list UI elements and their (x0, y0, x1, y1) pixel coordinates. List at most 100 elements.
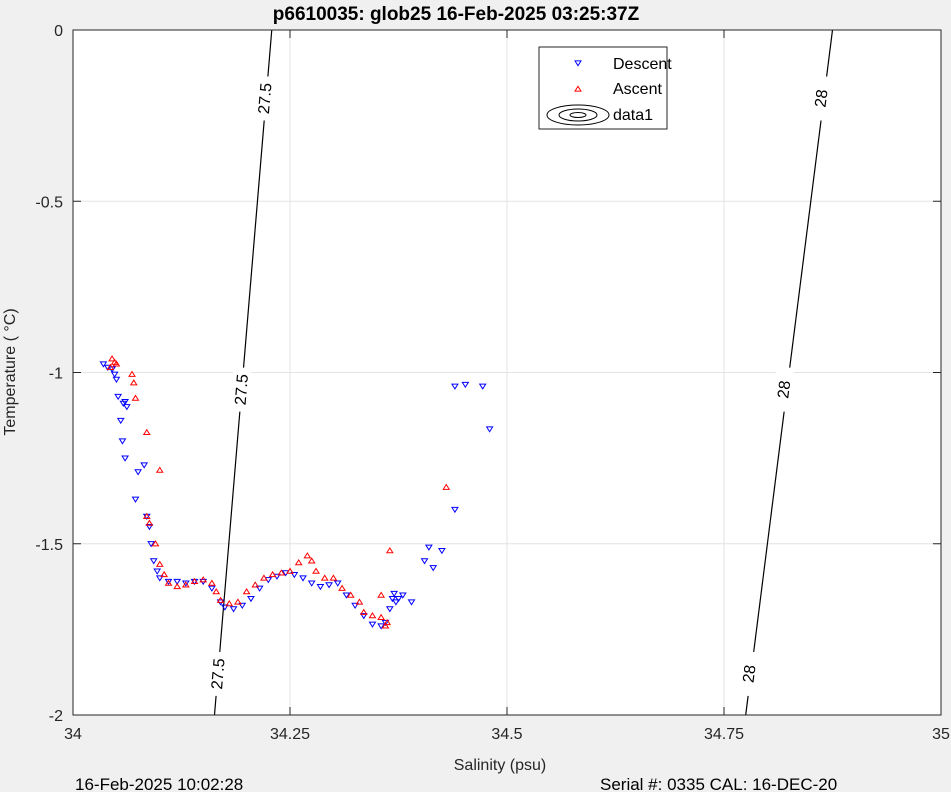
density-contours: 27.5 27.5 27.5 28 28 28 (209, 29, 834, 716)
y-tick-label: -1 (49, 366, 63, 383)
ascent-point (320, 574, 329, 581)
descent-point (149, 558, 158, 565)
x-tick-label: 34.75 (704, 726, 744, 743)
contour-label: 28 (813, 89, 832, 109)
descent-point (420, 558, 429, 565)
descent-point (485, 426, 494, 433)
ascent-point (377, 613, 386, 620)
ascent-point (251, 581, 260, 588)
contour-label: 27.5 (232, 373, 252, 406)
legend-marker-shape (574, 85, 582, 92)
legend-marker-ascent (574, 85, 582, 92)
descent-point (122, 404, 131, 411)
descent-point (359, 613, 368, 620)
ascent-point (294, 558, 303, 566)
ascent-point (199, 576, 208, 583)
y-axis-label: Temperature ( °C) (2, 308, 19, 435)
ascent-point (359, 608, 368, 615)
ascent-point (442, 483, 451, 490)
ascent-point (131, 394, 140, 401)
x-tick-label: 35 (932, 726, 950, 743)
ascent-point (260, 574, 268, 581)
ascent-point (377, 591, 386, 598)
contour-label-gap (775, 367, 794, 412)
ascent-point (181, 581, 190, 588)
legend-box (538, 46, 668, 130)
descent-point (112, 376, 121, 383)
descent-point (121, 455, 129, 462)
descent-point (118, 438, 127, 445)
descent-point (451, 383, 459, 390)
descent-point (220, 604, 229, 611)
descent-point (325, 582, 333, 589)
descent-point (368, 621, 377, 628)
descent-point (110, 371, 119, 378)
contour-label-gap (209, 651, 228, 696)
descent-point (145, 524, 154, 531)
descent-point (424, 544, 433, 551)
descent-point (394, 595, 403, 603)
descent-point (114, 393, 123, 401)
x-tick-label: 34.25 (270, 726, 310, 743)
footer-timestamp: 16-Feb-2025 10:02:28 (75, 775, 243, 792)
ascent-point (108, 355, 116, 362)
descent-point (351, 602, 360, 610)
contour-label: 28 (740, 664, 759, 684)
descent-point (478, 383, 487, 390)
axis-ticks: 34 34.25 34.5 34.75 35 0 -0.5 -1 -1.5 -2 (35, 23, 950, 743)
ascent-point (155, 466, 164, 473)
descent-point (155, 575, 164, 582)
y-tick-label: 0 (54, 23, 63, 40)
x-tick-label: 34.5 (491, 726, 522, 743)
descent-point (238, 602, 247, 610)
ascent-point (277, 569, 286, 576)
descent-point (333, 580, 342, 587)
ascent-point (207, 579, 216, 586)
ascent-point (173, 582, 182, 590)
contour-label-gap (741, 651, 760, 696)
descent-point (342, 592, 351, 599)
ascent-point (142, 428, 151, 436)
ascent-point (303, 552, 312, 559)
ascent-point (242, 588, 251, 595)
x-axis-label: Salinity (psu) (454, 757, 546, 774)
descent-point (307, 580, 316, 587)
ascent-point (355, 598, 364, 605)
descent-point (173, 578, 182, 586)
ascent-point (190, 577, 199, 585)
ascent-point (383, 618, 392, 626)
descent-point (99, 361, 108, 368)
ascent-point (307, 557, 316, 564)
descent-point (390, 590, 399, 598)
contour-label: 27.5 (209, 658, 229, 691)
legend-label-contour: data1 (613, 107, 653, 124)
legend-marker-descent (574, 60, 582, 67)
ascent-point (385, 546, 394, 554)
ascent-point (312, 567, 320, 574)
ascent-point (106, 363, 115, 370)
footer-serial: Serial #: 0335 CAL: 16-DEC-20 (600, 775, 837, 792)
ascent-point (381, 622, 390, 629)
descent-point (377, 623, 386, 630)
legend-contour-icon (546, 104, 610, 126)
descent-point (153, 568, 162, 575)
ascent-point (346, 591, 355, 598)
descent-point (181, 580, 190, 587)
ascent-point (234, 598, 242, 605)
descent-point (398, 592, 407, 599)
descent-point (121, 399, 129, 406)
ascent-point (151, 540, 160, 547)
descent-point (147, 541, 156, 548)
ascent-point (145, 519, 154, 526)
descent-point (437, 548, 446, 555)
ascent-point (268, 570, 277, 578)
descent-point (461, 381, 470, 389)
descent-point (391, 599, 400, 606)
ascent-point (212, 588, 221, 595)
descent-point (290, 571, 299, 579)
legend-marker-shape (574, 60, 582, 67)
descent-point (388, 595, 397, 603)
ascent-point (128, 370, 136, 377)
descent-point (247, 595, 255, 603)
